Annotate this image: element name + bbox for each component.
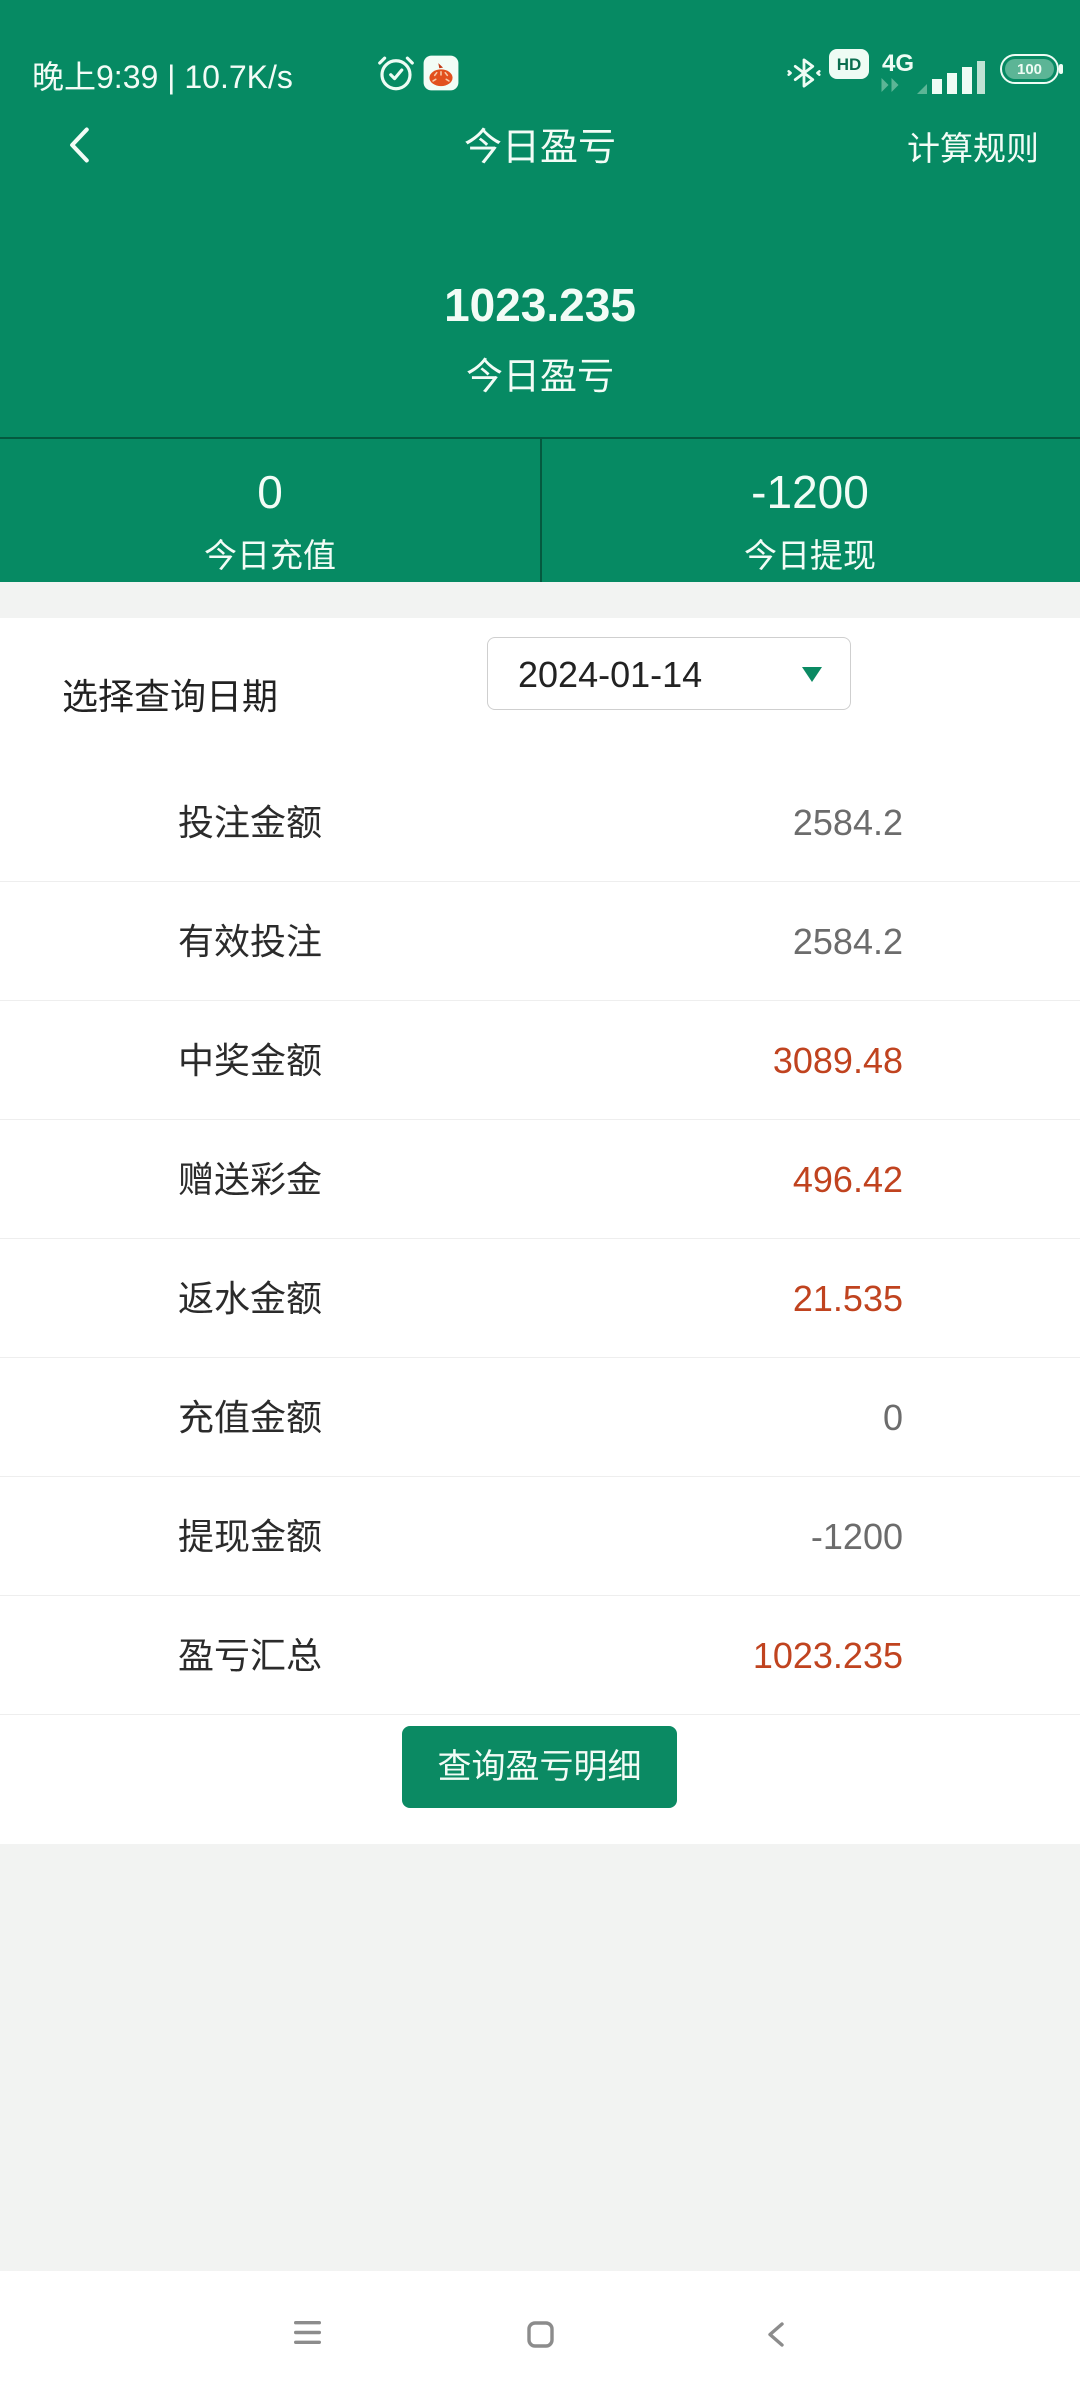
svg-text:100: 100 (1017, 61, 1042, 78)
svg-text:HD: HD (837, 55, 862, 74)
